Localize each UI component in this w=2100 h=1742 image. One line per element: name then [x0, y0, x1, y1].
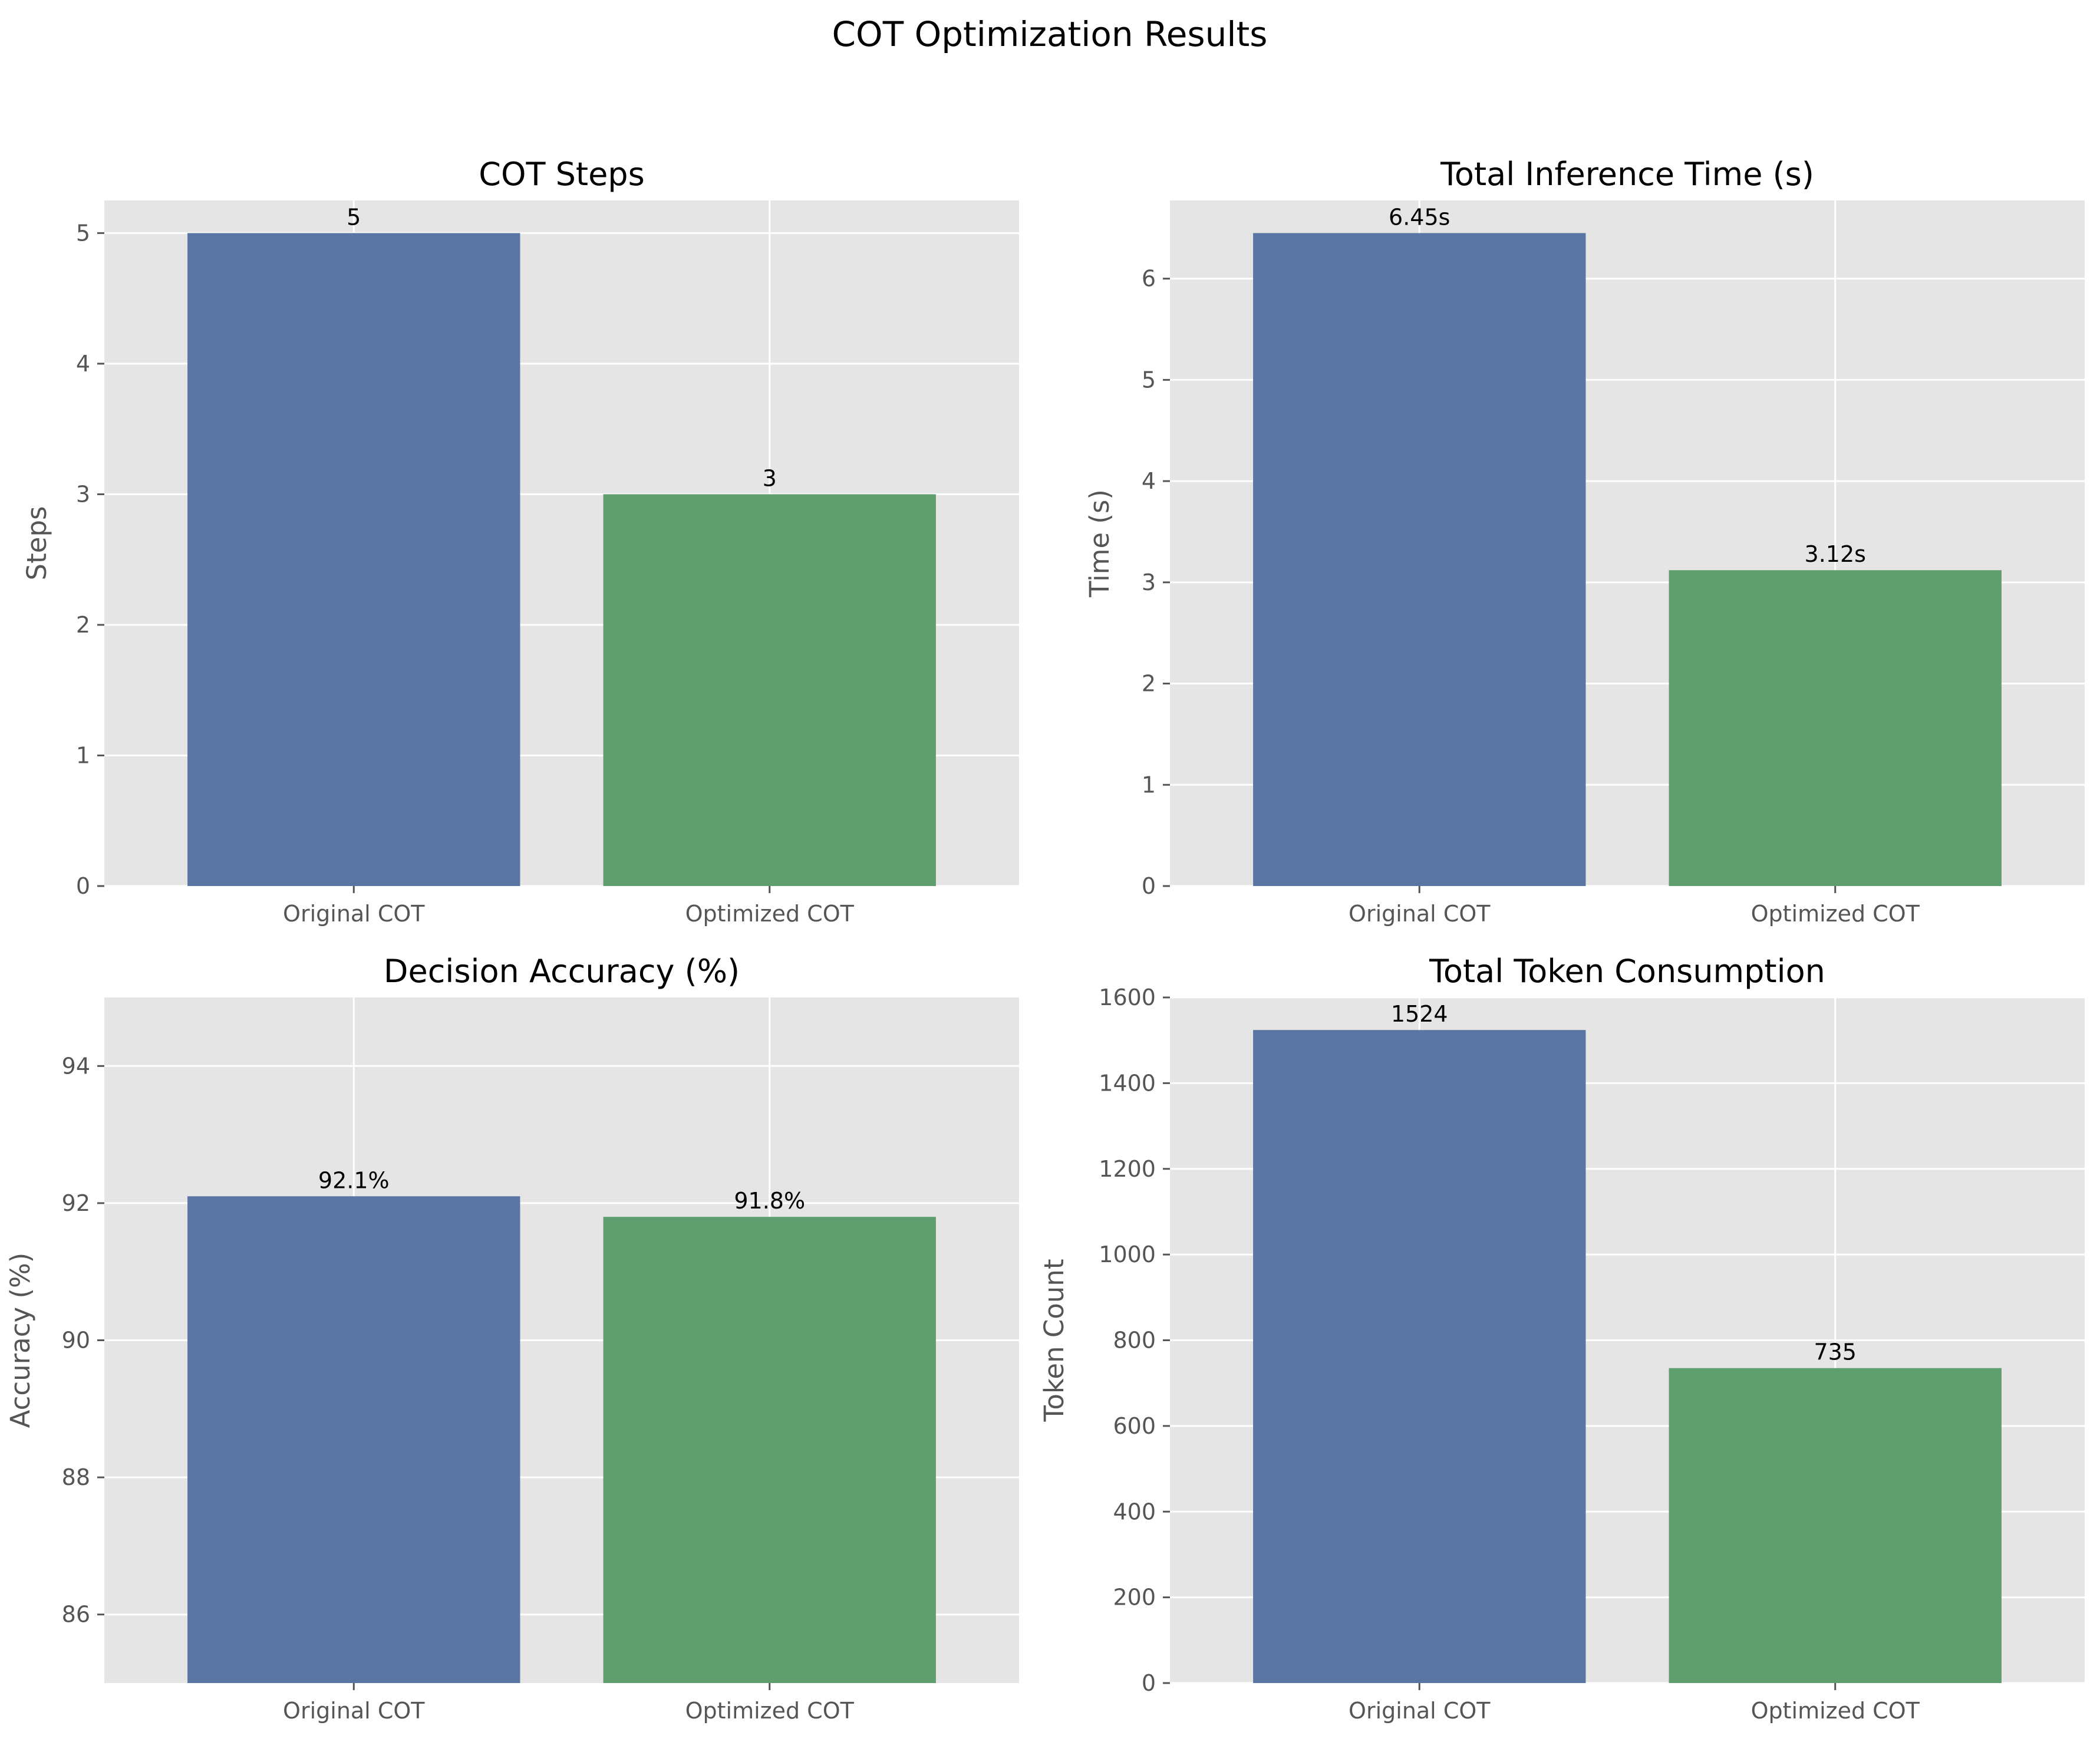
y-tick-label: 1 — [1142, 772, 1156, 798]
y-tick-label: 5 — [76, 220, 90, 246]
y-tick-label: 6 — [1142, 266, 1156, 292]
chart-panel-3: 92.1% 91.8% 86 88 90 92 94 Original COT Optimize… — [5, 953, 1019, 1724]
y-tick-label: 2 — [1142, 671, 1156, 697]
bar-optimized-cot — [1669, 1368, 2002, 1683]
subplot-grid: 5 3 0 1 2 3 4 5 Original COT Optimized COT COT Ste… — [5, 156, 2085, 1724]
y-tick-label: 4 — [1142, 468, 1156, 494]
chart-title: Decision Accuracy (%) — [384, 953, 740, 990]
y-tick-label: 92 — [62, 1190, 90, 1216]
bar-value-label: 3.12s — [1805, 541, 1866, 567]
y-tick-label: 88 — [62, 1464, 90, 1490]
x-tick-label: Original COT — [1349, 901, 1491, 927]
y-tick-label: 1400 — [1099, 1070, 1156, 1096]
figure-title: COT Optimization Results — [832, 14, 1268, 54]
y-tick-label: 600 — [1113, 1413, 1156, 1439]
bar-value-label: 3 — [763, 465, 777, 491]
bar-value-label: 6.45s — [1389, 204, 1450, 230]
y-tick-label: 200 — [1113, 1585, 1156, 1611]
y-tick-label: 1200 — [1099, 1156, 1156, 1182]
bar-optimized-cot — [1669, 570, 2002, 886]
y-tick-label: 800 — [1113, 1328, 1156, 1354]
y-axis-label: Token Count — [1039, 1259, 1070, 1422]
bar-optimized-cot — [603, 1217, 936, 1683]
y-tick-label: 4 — [76, 351, 90, 377]
y-tick-label: 86 — [62, 1602, 90, 1628]
bar-value-label: 91.8% — [734, 1188, 805, 1214]
bar-value-label: 92.1% — [318, 1167, 390, 1193]
y-tick-label: 0 — [1142, 873, 1156, 899]
y-tick-label: 0 — [76, 873, 90, 899]
bar-original-cot — [1253, 233, 1586, 886]
chart-panel-4: 1524 735 0 200 400 600 800 1000 1200 1400 1600 Orig… — [1039, 953, 2085, 1724]
x-tick-label: Optimized COT — [1751, 1698, 1920, 1724]
bar-optimized-cot — [603, 494, 936, 886]
bar-original-cot — [1253, 1030, 1586, 1683]
x-tick-label: Optimized COT — [1751, 901, 1920, 927]
y-tick-label: 5 — [1142, 367, 1156, 393]
y-tick-label: 0 — [1142, 1670, 1156, 1696]
y-tick-label: 2 — [76, 612, 90, 638]
chart-panel-1: 5 3 0 1 2 3 4 5 Original COT Optimized COT COT Ste… — [21, 156, 1019, 927]
x-tick-label: Original COT — [1349, 1698, 1491, 1724]
y-axis-label: Time (s) — [1084, 489, 1115, 598]
chart-title: Total Token Consumption — [1429, 953, 1825, 990]
bar-original-cot — [187, 1196, 520, 1683]
y-tick-label: 400 — [1113, 1499, 1156, 1524]
bar-value-label: 1524 — [1391, 1001, 1448, 1027]
y-tick-label: 3 — [76, 481, 90, 507]
chart-title: Total Inference Time (s) — [1440, 156, 1814, 193]
x-tick-label: Original COT — [283, 901, 425, 927]
bar-original-cot — [187, 233, 520, 886]
y-tick-label: 3 — [1142, 569, 1156, 595]
y-tick-label: 94 — [62, 1053, 90, 1079]
y-tick-label: 90 — [62, 1328, 90, 1354]
y-axis-label: Steps — [21, 506, 52, 581]
chart-title: COT Steps — [479, 156, 644, 193]
chart-panel-2: 6.45s 3.12s 0 1 2 3 4 5 6 Original COT Optimized C… — [1084, 156, 2085, 927]
bar-value-label: 735 — [1814, 1339, 1857, 1365]
x-tick-label: Original COT — [283, 1698, 425, 1724]
y-tick-label: 1 — [76, 742, 90, 768]
x-tick-label: Optimized COT — [685, 1698, 855, 1724]
y-tick-label: 1000 — [1099, 1242, 1156, 1267]
x-tick-label: Optimized COT — [685, 901, 855, 927]
y-tick-label: 1600 — [1099, 984, 1156, 1010]
y-axis-label: Accuracy (%) — [5, 1253, 36, 1428]
bar-value-label: 5 — [347, 204, 361, 230]
